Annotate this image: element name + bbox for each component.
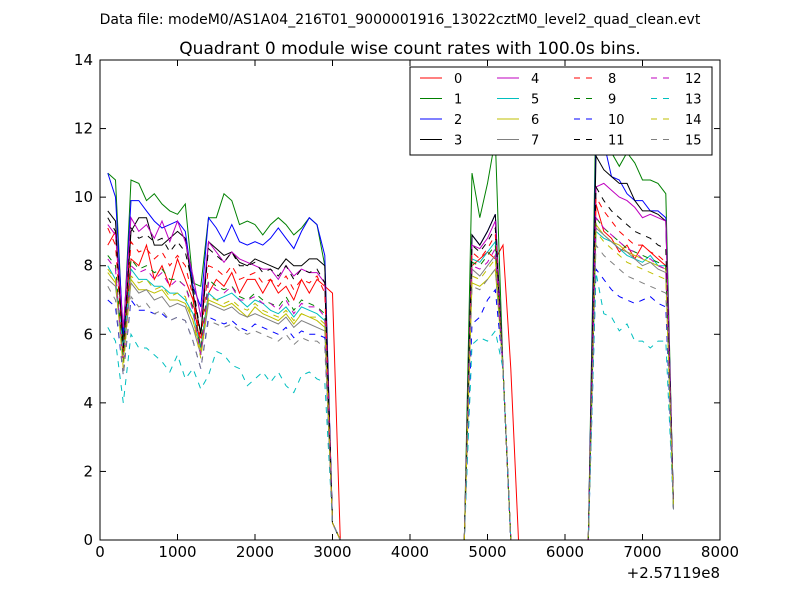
legend-label-11: 11 — [608, 134, 625, 149]
y-tick-label: 14 — [74, 51, 93, 69]
legend-box — [409, 66, 713, 156]
legend-label-12: 12 — [685, 72, 702, 87]
y-tick-label: 12 — [74, 120, 93, 138]
legend-label-13: 13 — [685, 93, 702, 108]
x-tick-label: 2000 — [236, 543, 274, 561]
legend-label-9: 9 — [608, 93, 616, 108]
x-tick-label: 7000 — [623, 543, 661, 561]
y-tick-label: 2 — [83, 462, 93, 480]
plot-lines — [107, 104, 674, 541]
series-line-1 — [107, 104, 674, 541]
series-line-2 — [107, 138, 674, 541]
legend-label-4: 4 — [531, 72, 539, 87]
y-tick-label: 6 — [83, 325, 93, 343]
legend-label-15: 15 — [685, 134, 702, 149]
legend-label-0: 0 — [454, 72, 462, 87]
legend-label-7: 7 — [531, 134, 539, 149]
x-tick-label: 8000 — [701, 543, 739, 561]
chart-title: Quadrant 0 module wise count rates with … — [179, 39, 640, 59]
chart-suptitle: Data file: modeM0/AS1A04_216T01_90000019… — [100, 12, 701, 28]
x-tick-label: 3000 — [313, 543, 351, 561]
x-offset-label: +2.57119e8 — [627, 564, 720, 582]
legend-label-2: 2 — [454, 113, 462, 128]
y-tick-label: 8 — [83, 257, 93, 275]
series-line-3 — [107, 154, 674, 541]
series-line-8 — [107, 195, 674, 541]
series-line-14 — [107, 229, 674, 541]
legend-label-14: 14 — [685, 113, 702, 128]
series-line-4 — [107, 182, 674, 541]
x-tick-label: 6000 — [546, 543, 584, 561]
y-tick-label: 0 — [83, 531, 93, 549]
series-line-0 — [107, 203, 674, 541]
x-axis: 0 1000 2000 3000 4000 5000 6000 7000 8000 — [95, 60, 739, 561]
x-tick-label: 0 — [95, 543, 105, 561]
x-tick-label: 1000 — [158, 543, 196, 561]
legend-label-5: 5 — [531, 93, 539, 108]
y-tick-label: 4 — [83, 394, 93, 412]
x-tick-label: 5000 — [468, 543, 506, 561]
legend-label-8: 8 — [608, 72, 616, 87]
x-tick-label: 4000 — [391, 543, 429, 561]
legend-label-6: 6 — [531, 113, 539, 128]
series-line-11 — [107, 185, 674, 541]
series-line-12 — [107, 216, 674, 541]
legend-label-10: 10 — [608, 113, 625, 128]
y-tick-label: 10 — [74, 188, 93, 206]
legend-label-3: 3 — [454, 134, 462, 149]
legend-label-1: 1 — [454, 93, 462, 108]
series-line-9 — [107, 216, 674, 541]
